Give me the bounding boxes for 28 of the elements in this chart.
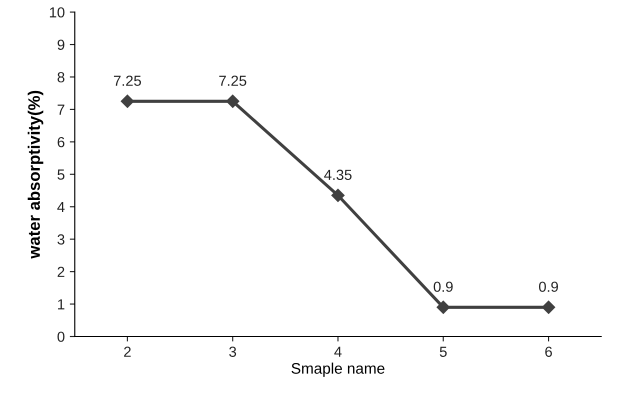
x-axis-title: Smaple name	[292, 362, 384, 377]
x-tick-label: 2	[124, 346, 131, 357]
point	[226, 94, 240, 108]
y-tick-label: 9	[58, 40, 64, 50]
y-tick-label: 1	[58, 299, 64, 310]
x-tick-label: 5	[440, 346, 447, 357]
y-tick-label: 7	[58, 104, 64, 115]
y-axis-title: water absorptivity(%)	[28, 90, 44, 259]
y-tick-label: 5	[58, 170, 64, 180]
point	[436, 300, 450, 314]
y-tick-label: 8	[58, 72, 64, 82]
point	[331, 188, 345, 202]
y-tick-label: 10	[50, 7, 64, 18]
y-tick-label: 6	[58, 136, 64, 148]
point	[120, 94, 134, 108]
y-tick-label: 0	[58, 332, 64, 342]
x-tick-label: 4	[334, 346, 342, 357]
data-label: 0.9	[538, 282, 558, 292]
point	[542, 300, 556, 314]
y-tick-label: 3	[57, 234, 64, 245]
x-tick-label: 3	[229, 346, 236, 357]
data-label: 7.25	[219, 76, 246, 86]
data-label: 0.9	[434, 282, 453, 292]
x-tick-label: 6	[545, 346, 552, 357]
y-tick-label: 2	[58, 266, 64, 277]
data-label: 7.25	[114, 76, 141, 86]
y-tick-label: 4	[57, 202, 65, 212]
data-label: 4.35	[324, 170, 352, 180]
